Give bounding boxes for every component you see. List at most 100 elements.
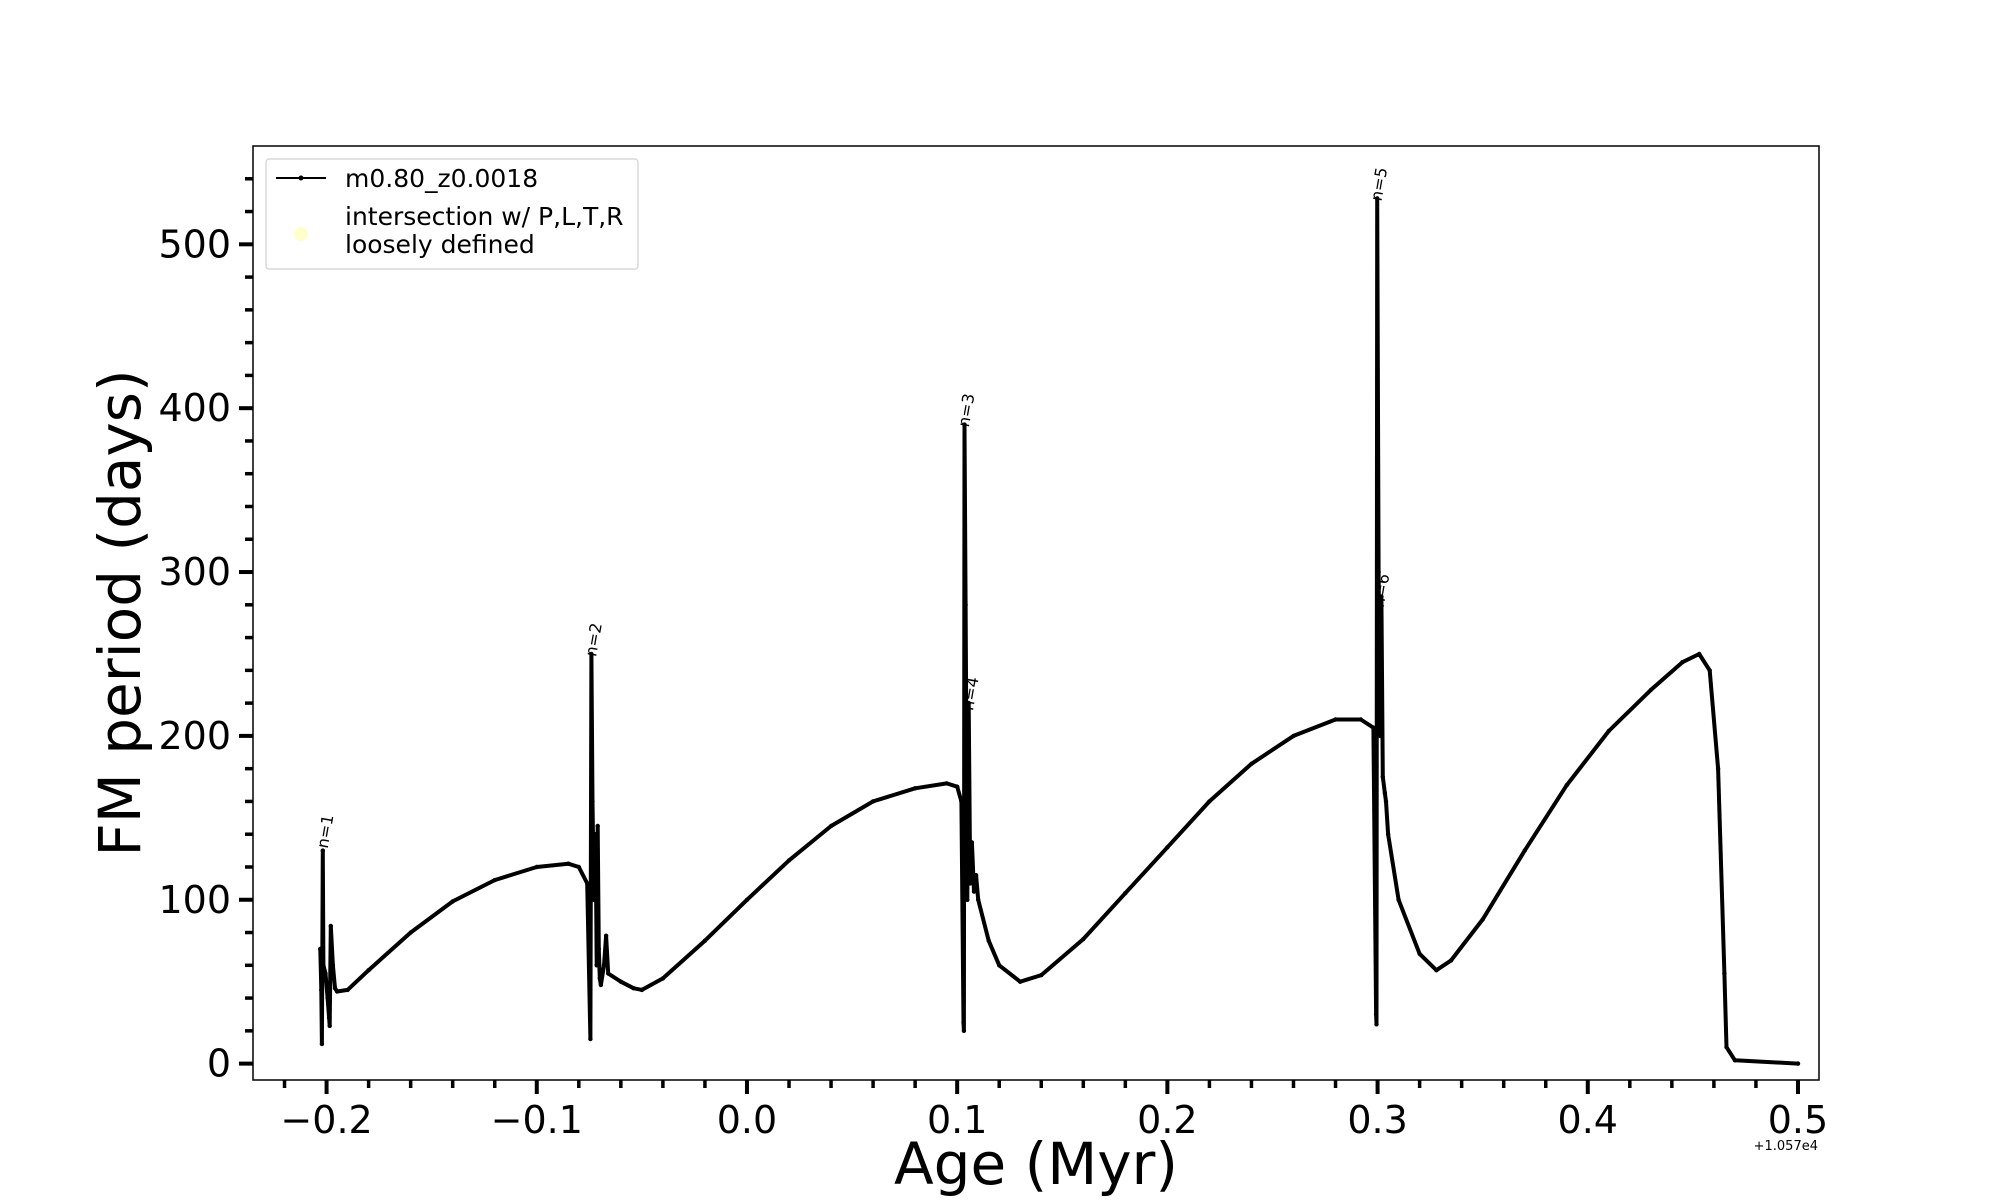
series-point — [976, 897, 981, 902]
series-point — [321, 963, 326, 968]
series-point — [955, 784, 960, 789]
series-point — [870, 799, 876, 804]
series-point — [744, 897, 750, 902]
series-point — [603, 933, 609, 938]
series-point — [1680, 660, 1685, 665]
x-axis-ticks: −0.2 −0.1 0.0 0.1 0.2 0.3 0.4 0.5 — [280, 1080, 1828, 1142]
series-point — [345, 987, 350, 993]
series-point — [968, 881, 973, 886]
series-point — [593, 832, 598, 837]
series-point — [596, 946, 601, 952]
legend-line-dot-marker — [298, 175, 304, 181]
series-layer — [318, 196, 1801, 1066]
series-point — [986, 938, 991, 943]
series-point — [1374, 1022, 1379, 1027]
series-point — [366, 968, 371, 973]
peak-annotation: n=5 — [1367, 166, 1392, 203]
y-axis-ticks: 0 100 200 300 400 500 — [158, 177, 253, 1086]
series-point — [1377, 733, 1383, 739]
series-point — [576, 864, 581, 870]
series-point — [1380, 774, 1386, 780]
series-point — [1795, 1061, 1801, 1066]
legend-entry-intersection-line2: loosely defined — [345, 230, 535, 259]
series-point — [323, 971, 328, 976]
series-point — [601, 963, 607, 968]
series-point — [1165, 845, 1170, 850]
series-point — [1648, 687, 1654, 693]
y-tick-label: 100 — [158, 878, 231, 922]
series-point — [959, 799, 964, 804]
series-point — [631, 986, 636, 991]
peak-annotation: n=1 — [313, 813, 338, 850]
series-point — [606, 971, 611, 976]
series-point — [408, 930, 413, 935]
series-point — [334, 989, 340, 994]
series-point — [1606, 728, 1612, 734]
series-point — [961, 1020, 966, 1025]
x-axis-offset-label: +1.057e4 — [1754, 1139, 1818, 1154]
series-point — [325, 995, 330, 1001]
series-point — [597, 976, 602, 981]
legend: m0.80_z0.0018 intersection w/ P,L,T,R lo… — [265, 158, 639, 270]
peak-annotation: n=2 — [581, 621, 606, 658]
annotation-layer: n=1 n=2 n=3 n=4 n=5 n=6 — [313, 166, 1393, 850]
peak-annotation: n=3 — [954, 392, 979, 429]
series-point — [1715, 766, 1721, 771]
series-point — [969, 840, 975, 845]
series-point — [1448, 958, 1454, 963]
series-point — [1396, 897, 1401, 902]
series-point — [944, 781, 949, 786]
series-point — [330, 963, 336, 968]
x-axis-label: Age (Myr) — [894, 1130, 1178, 1198]
series-point — [1522, 848, 1527, 853]
series-point — [598, 982, 604, 988]
y-tick-label: 400 — [158, 386, 231, 430]
series-point — [1039, 972, 1044, 978]
series-point — [961, 1028, 967, 1034]
series-point — [1383, 799, 1389, 804]
series-point — [639, 987, 645, 993]
series-point — [319, 987, 324, 993]
series-point — [318, 946, 323, 952]
series-point — [966, 700, 971, 706]
y-tick-label: 200 — [158, 714, 231, 758]
series-point — [590, 799, 595, 804]
series-point — [962, 422, 967, 427]
series-point — [660, 976, 666, 981]
series-point — [591, 897, 597, 902]
series-point — [450, 899, 455, 904]
y-tick-label: 0 — [207, 1042, 231, 1086]
series-point — [828, 823, 834, 829]
series-point — [1434, 968, 1439, 973]
series-point — [1373, 1012, 1379, 1017]
series-point — [1207, 799, 1212, 804]
series-point — [326, 1015, 332, 1020]
series-point — [1564, 782, 1570, 788]
y-axis-label: FM period (days) — [86, 369, 154, 856]
series-point — [1376, 569, 1381, 575]
series-point — [1018, 979, 1023, 984]
peak-annotation: n=6 — [1369, 572, 1394, 609]
y-tick-label: 300 — [158, 550, 231, 594]
series-point — [1375, 196, 1380, 201]
x-tick-label: 0.4 — [1558, 1098, 1618, 1142]
series-point — [1249, 761, 1254, 766]
series-point — [1333, 717, 1338, 722]
series-point — [1081, 936, 1086, 942]
series-point — [973, 873, 979, 878]
series-point — [328, 923, 333, 929]
legend-circle-marker — [294, 227, 308, 241]
series-point — [1697, 651, 1702, 657]
series-point — [1371, 725, 1376, 730]
series-point — [997, 963, 1002, 968]
series-line — [318, 196, 1800, 1066]
x-tick-label: −0.2 — [280, 1098, 372, 1142]
series-point — [1707, 668, 1712, 673]
series-point — [1379, 594, 1384, 599]
series-point — [971, 889, 977, 894]
series-point — [1732, 1058, 1738, 1063]
series-point — [1291, 733, 1296, 739]
legend-entry-intersection: intersection w/ P,L,T,R — [345, 202, 624, 231]
y-tick-label: 500 — [158, 222, 231, 266]
series-point — [965, 897, 970, 902]
